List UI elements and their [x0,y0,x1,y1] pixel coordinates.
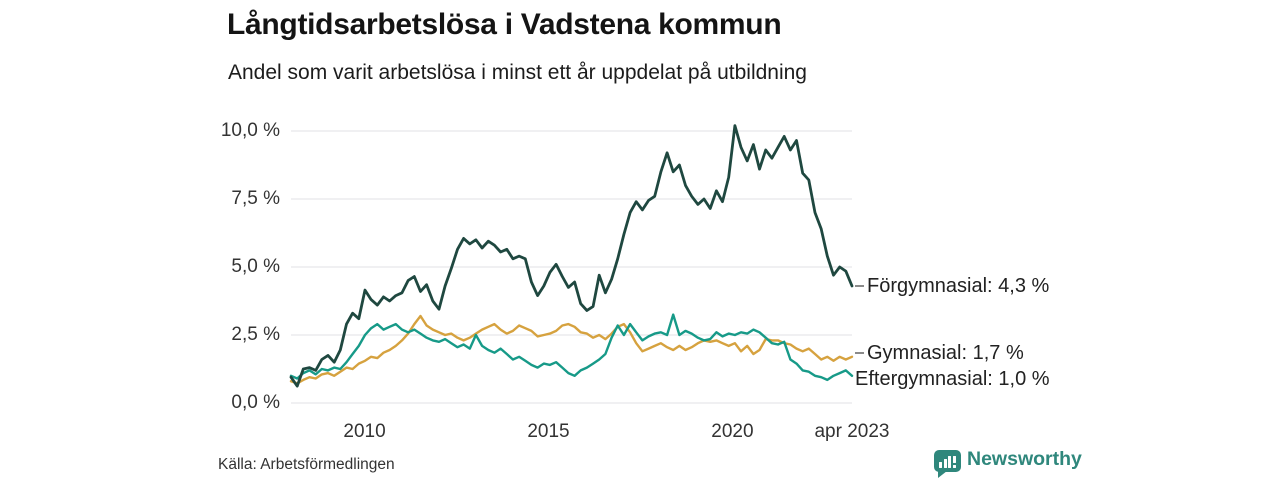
label-connector-dash [855,285,864,288]
newsworthy-logo-text: Newsworthy [967,448,1082,470]
newsworthy-logo-icon [934,450,961,478]
logo-exclamation-stem [953,456,956,463]
x-axis-tick-label: 2015 [527,421,570,442]
logo-bar-small [939,462,942,468]
series-end-label-text: Förgymnasial: 4,3 % [867,275,1050,298]
series-end-label-eftergymnasial: Eftergymnasial: 1,0 % [855,366,1050,392]
logo-bar-medium [943,459,947,468]
series-end-label-text: Eftergymnasial: 1,0 % [855,368,1050,391]
x-axis-tick-label: 2010 [343,421,386,442]
chart-subtitle: Andel som varit arbetslösa i minst ett å… [228,61,807,84]
y-axis-tick-label: 0,0 % [231,392,280,413]
source-note: Källa: Arbetsförmedlingen [218,456,395,473]
logo-bar-tall [948,456,951,468]
y-axis-tick-label: 7,5 % [231,188,280,209]
series-line-forgymnasial [289,124,854,388]
series-line-eftergymnasial [289,313,854,382]
series-end-label-text: Gymnasial: 1,7 % [867,341,1024,364]
label-connector-dash [855,351,864,354]
series-end-label-gymnasial: Gymnasial: 1,7 % [855,340,1024,366]
x-axis-tick-label: apr 2023 [814,421,890,442]
chart-title: Långtidsarbetslösa i Vadstena kommun [227,8,782,41]
y-axis-tick-label: 5,0 % [231,256,280,277]
y-axis-tick-label: 2,5 % [231,324,280,345]
series-end-label-forgymnasial: Förgymnasial: 4,3 % [855,273,1049,299]
y-axis-tick-label: 10,0 % [220,120,280,141]
x-axis-tick-label: 2020 [711,421,754,442]
series-line-gymnasial [289,314,854,385]
logo-exclamation-dot [953,465,956,468]
